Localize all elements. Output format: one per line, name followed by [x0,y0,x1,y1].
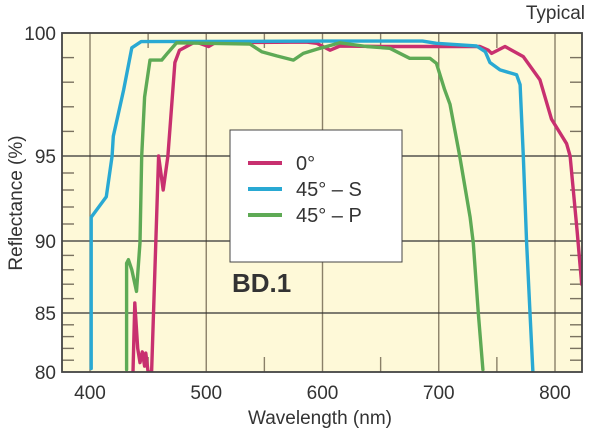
x-tick-label: 700 [423,383,455,404]
annotation-bd1: BD.1 [232,268,291,298]
y-tick-label: 95 [35,147,56,168]
series-line-2 [124,41,485,372]
y-tick-label: 80 [35,363,56,384]
corner-note: Typical [526,3,585,24]
y-tick-label: 85 [35,304,56,325]
y-tick-label: 100 [24,24,56,45]
x-tick-label: 800 [539,383,571,404]
plot-frame [61,32,583,373]
series-line-1 [89,39,535,372]
x-axis-label: Wavelength (nm) [248,408,392,429]
series-lines [89,39,582,372]
y-axis-label: Reflectance (%) [6,135,27,270]
legend-label-0: 0° [296,153,315,175]
x-tick-label: 600 [307,383,339,404]
legend: 0° 45° – S 45° – P [229,129,403,263]
legend-box [229,129,403,263]
y-tick-label: 90 [35,232,56,253]
x-tick-label: 500 [190,383,222,404]
legend-label-2: 45° – P [296,205,362,227]
legend-label-1: 45° – S [296,179,362,201]
tick-labels: 400 500 600 700 800 80 85 90 95 100 [24,24,571,404]
x-tick-label: 400 [74,383,106,404]
